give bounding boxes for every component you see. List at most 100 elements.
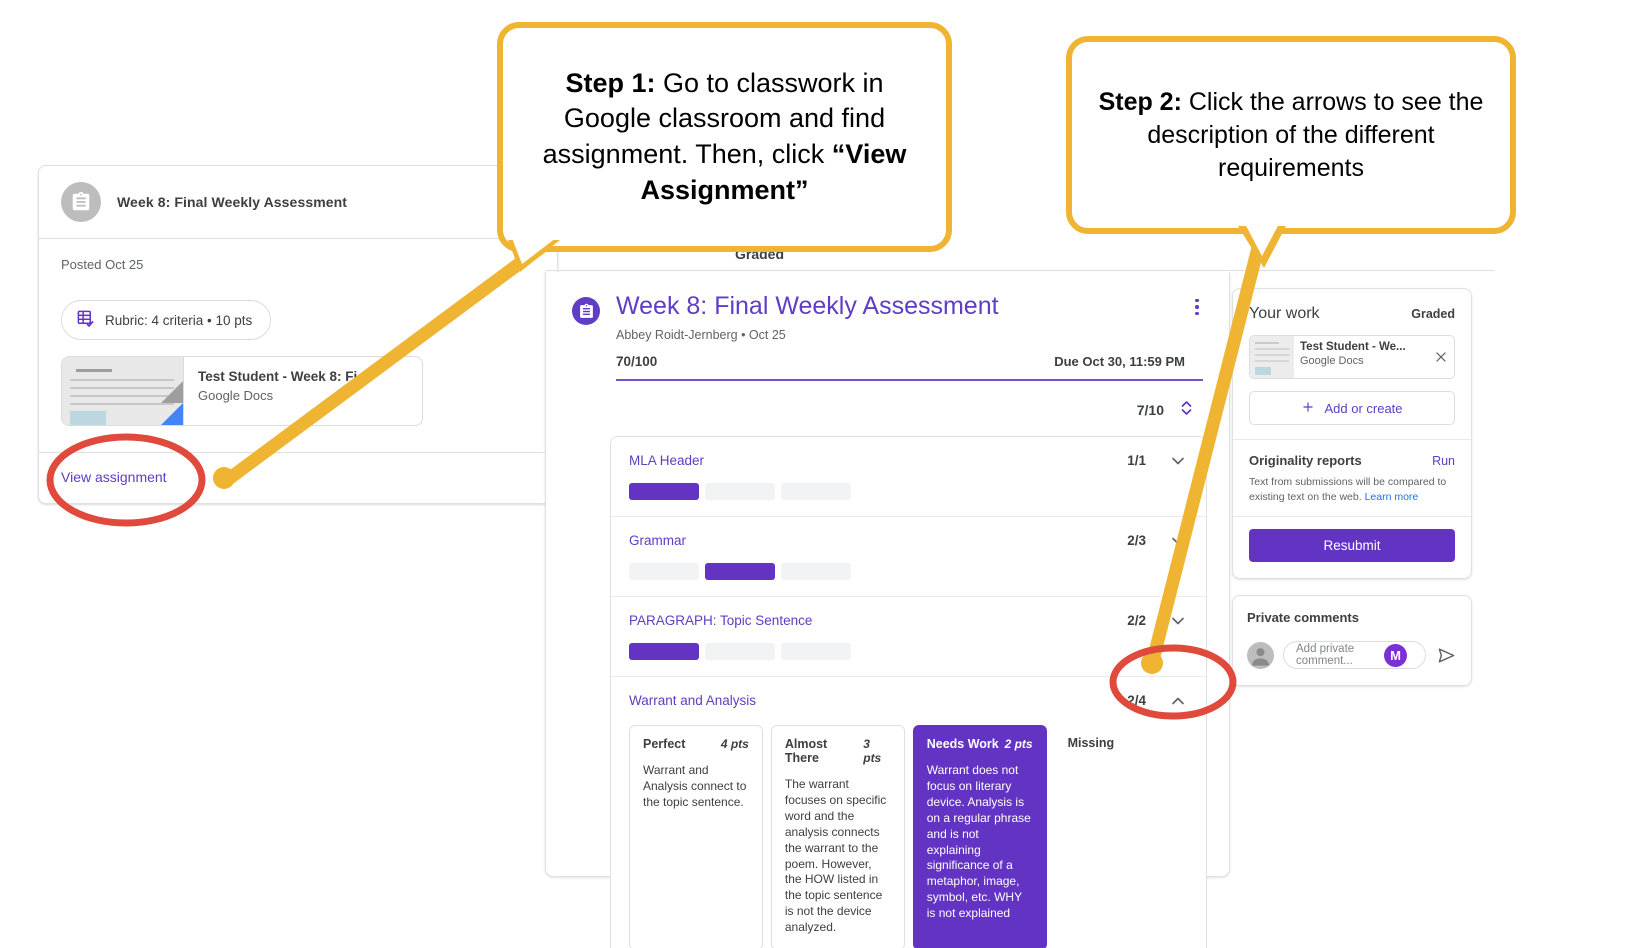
criterion-name: PARAGRAPH: Topic Sentence bbox=[629, 613, 813, 629]
criterion-right: 1/1 bbox=[1127, 451, 1188, 471]
assignment-header: Week 8: Final Weekly Assessment Abbey Ro… bbox=[546, 272, 1229, 369]
your-work-attachment[interactable]: Test Student - We... Google Docs bbox=[1249, 335, 1455, 379]
progress-segment bbox=[629, 562, 699, 580]
attachment-thumbnail bbox=[62, 357, 184, 425]
rubric-level-almost-there[interactable]: Almost There 3 pts The warrant focuses o… bbox=[770, 724, 905, 948]
criterion-progress bbox=[629, 642, 1188, 660]
attachment-name: Test Student - Week 8: Fi... bbox=[198, 369, 369, 384]
resubmit-section: Resubmit bbox=[1233, 517, 1471, 578]
criterion-name: Grammar bbox=[629, 533, 686, 549]
level-name: Missing bbox=[1067, 735, 1115, 750]
your-work-card: Your work Graded Test Student - We... Go… bbox=[1232, 288, 1472, 580]
rubric-level-missing[interactable]: Missing bbox=[1054, 724, 1188, 948]
originality-reports-section: Originality reports Run Text from submis… bbox=[1233, 440, 1471, 516]
originality-description: Text from submissions will be compared t… bbox=[1249, 475, 1455, 504]
classwork-assignment-card[interactable]: Week 8: Final Weekly Assessment Posted O… bbox=[38, 165, 558, 504]
assignment-score: 70/100 bbox=[616, 353, 658, 369]
assignment-due-date: Due Oct 30, 11:59 PM bbox=[1054, 353, 1185, 369]
rubric-row-header: MLA Header 1/1 bbox=[629, 451, 1188, 471]
progress-segment bbox=[629, 482, 699, 500]
classwork-attachment[interactable]: Test Student - Week 8: Fi... Google Docs bbox=[61, 356, 423, 426]
callout-step-2-text: Step 2: Click the arrows to see the desc… bbox=[1072, 86, 1510, 185]
rubric-row-header: Grammar 2/3 bbox=[629, 531, 1188, 551]
assignment-score-row: 70/100 Due Oct 30, 11:59 PM bbox=[616, 354, 1203, 369]
criterion-right: 2/4 bbox=[1127, 691, 1188, 711]
rubric-total-row: 7/10 bbox=[546, 381, 1221, 436]
add-or-create-button[interactable]: Add or create bbox=[1249, 391, 1455, 425]
progress-segment bbox=[781, 642, 851, 660]
rubric-row-mla-header[interactable]: MLA Header 1/1 bbox=[611, 437, 1206, 517]
callout-step-1: Step 1: Go to classwork in Google classr… bbox=[497, 22, 952, 252]
originality-title: Originality reports bbox=[1249, 453, 1362, 468]
attachment-name: Test Student - We... bbox=[1300, 341, 1406, 353]
assignment-divider bbox=[616, 378, 1203, 381]
private-comments-title: Private comments bbox=[1247, 610, 1359, 625]
rubric-row-topic-sentence[interactable]: PARAGRAPH: Topic Sentence 2/2 bbox=[611, 597, 1206, 677]
rubric-row-header: Warrant and Analysis 2/4 bbox=[629, 691, 1188, 711]
progress-segment bbox=[781, 562, 851, 580]
level-description: The warrant focuses on specific word and… bbox=[784, 776, 887, 935]
level-top: Perfect 4 pts bbox=[643, 737, 749, 751]
more-options-icon[interactable] bbox=[1187, 296, 1207, 318]
originality-description-text: Text from submissions will be compared t… bbox=[1249, 476, 1447, 503]
rubric-row-grammar[interactable]: Grammar 2/3 bbox=[611, 517, 1206, 597]
classwork-card-title: Week 8: Final Weekly Assessment bbox=[117, 194, 348, 210]
learn-more-link[interactable]: Learn more bbox=[1364, 490, 1419, 503]
resubmit-button[interactable]: Resubmit bbox=[1249, 529, 1455, 563]
classwork-card-header[interactable]: Week 8: Final Weekly Assessment bbox=[39, 166, 557, 239]
criterion-points: 1/1 bbox=[1127, 453, 1146, 469]
callout-step-2: Step 2: Click the arrows to see the desc… bbox=[1066, 36, 1516, 234]
level-points: 2 pts bbox=[1004, 736, 1033, 751]
criterion-name: MLA Header bbox=[629, 453, 705, 469]
view-assignment-link[interactable]: View assignment bbox=[61, 469, 167, 485]
user-avatar-icon bbox=[1247, 641, 1274, 669]
originality-run-button[interactable]: Run bbox=[1432, 454, 1455, 468]
progress-segment bbox=[705, 562, 775, 580]
divider bbox=[1233, 516, 1471, 518]
classwork-card-footer: View assignment bbox=[39, 452, 557, 503]
rubric-chip[interactable]: Rubric: 4 criteria • 10 pts bbox=[61, 300, 272, 340]
chevron-down-icon[interactable] bbox=[1168, 611, 1188, 631]
callout-step-1-text: Step 1: Go to classwork in Google classr… bbox=[503, 66, 946, 209]
your-work-title: Your work bbox=[1249, 305, 1320, 322]
callout-step-1-emphasis: “View Assignment” bbox=[640, 139, 907, 205]
private-comment-input[interactable]: Add private comment... M bbox=[1283, 641, 1426, 669]
assignment-clipboard-icon bbox=[61, 182, 101, 222]
level-top: Needs Work 2 pts bbox=[927, 737, 1033, 751]
rubric-row-warrant-analysis[interactable]: Warrant and Analysis 2/4 Perfect 4 pts bbox=[611, 677, 1206, 948]
callout-step-1-body: Go to classwork in Google classroom and … bbox=[542, 67, 886, 169]
progress-segment bbox=[705, 482, 775, 500]
level-name: Perfect bbox=[643, 736, 686, 751]
rubric-level-perfect[interactable]: Perfect 4 pts Warrant and Analysis conne… bbox=[629, 724, 763, 948]
close-icon[interactable] bbox=[1428, 336, 1454, 378]
chevron-down-icon[interactable] bbox=[1168, 531, 1188, 551]
criterion-right: 2/2 bbox=[1127, 611, 1188, 631]
divider bbox=[1233, 439, 1471, 440]
progress-segment bbox=[705, 642, 775, 660]
chevron-up-icon[interactable] bbox=[1168, 691, 1188, 711]
criterion-progress bbox=[629, 562, 1188, 580]
assignment-title: Week 8: Final Weekly Assessment bbox=[616, 292, 999, 320]
assignment-subtitle: Abbey Roidt-Jernberg • Oct 25 bbox=[616, 327, 786, 342]
callout-step-2-label: Step 2: bbox=[1098, 87, 1182, 116]
up-down-stepper-icon[interactable] bbox=[1180, 399, 1193, 422]
progress-segment bbox=[629, 642, 699, 660]
callout-step-2-body: Click the arrows to see the description … bbox=[1147, 87, 1484, 182]
rubric-level-needs-work[interactable]: Needs Work 2 pts Warrant does not focus … bbox=[912, 724, 1047, 948]
send-icon[interactable] bbox=[1435, 646, 1457, 665]
status-badge: Graded bbox=[1411, 307, 1455, 321]
plus-icon bbox=[1301, 400, 1315, 417]
criterion-right: 2/3 bbox=[1127, 531, 1188, 551]
attachment-meta: Test Student - Week 8: Fi... Google Docs bbox=[184, 357, 383, 425]
classwork-card-body: Posted Oct 25 Rubric: 4 criteria • 10 pt… bbox=[39, 239, 557, 452]
rubric-chip-label: Rubric: 4 criteria • 10 pts bbox=[105, 312, 253, 328]
chevron-down-icon[interactable] bbox=[1168, 451, 1188, 471]
assignment-detail-panel: Week 8: Final Weekly Assessment Abbey Ro… bbox=[545, 272, 1230, 948]
criterion-points: 2/4 bbox=[1127, 693, 1146, 709]
level-top: Missing bbox=[1068, 736, 1175, 750]
level-top: Almost There 3 pts bbox=[785, 737, 891, 765]
level-points: 3 pts bbox=[863, 736, 882, 765]
private-comment-row: Add private comment... M bbox=[1247, 641, 1457, 669]
your-work-header: Your work Graded bbox=[1233, 289, 1471, 335]
